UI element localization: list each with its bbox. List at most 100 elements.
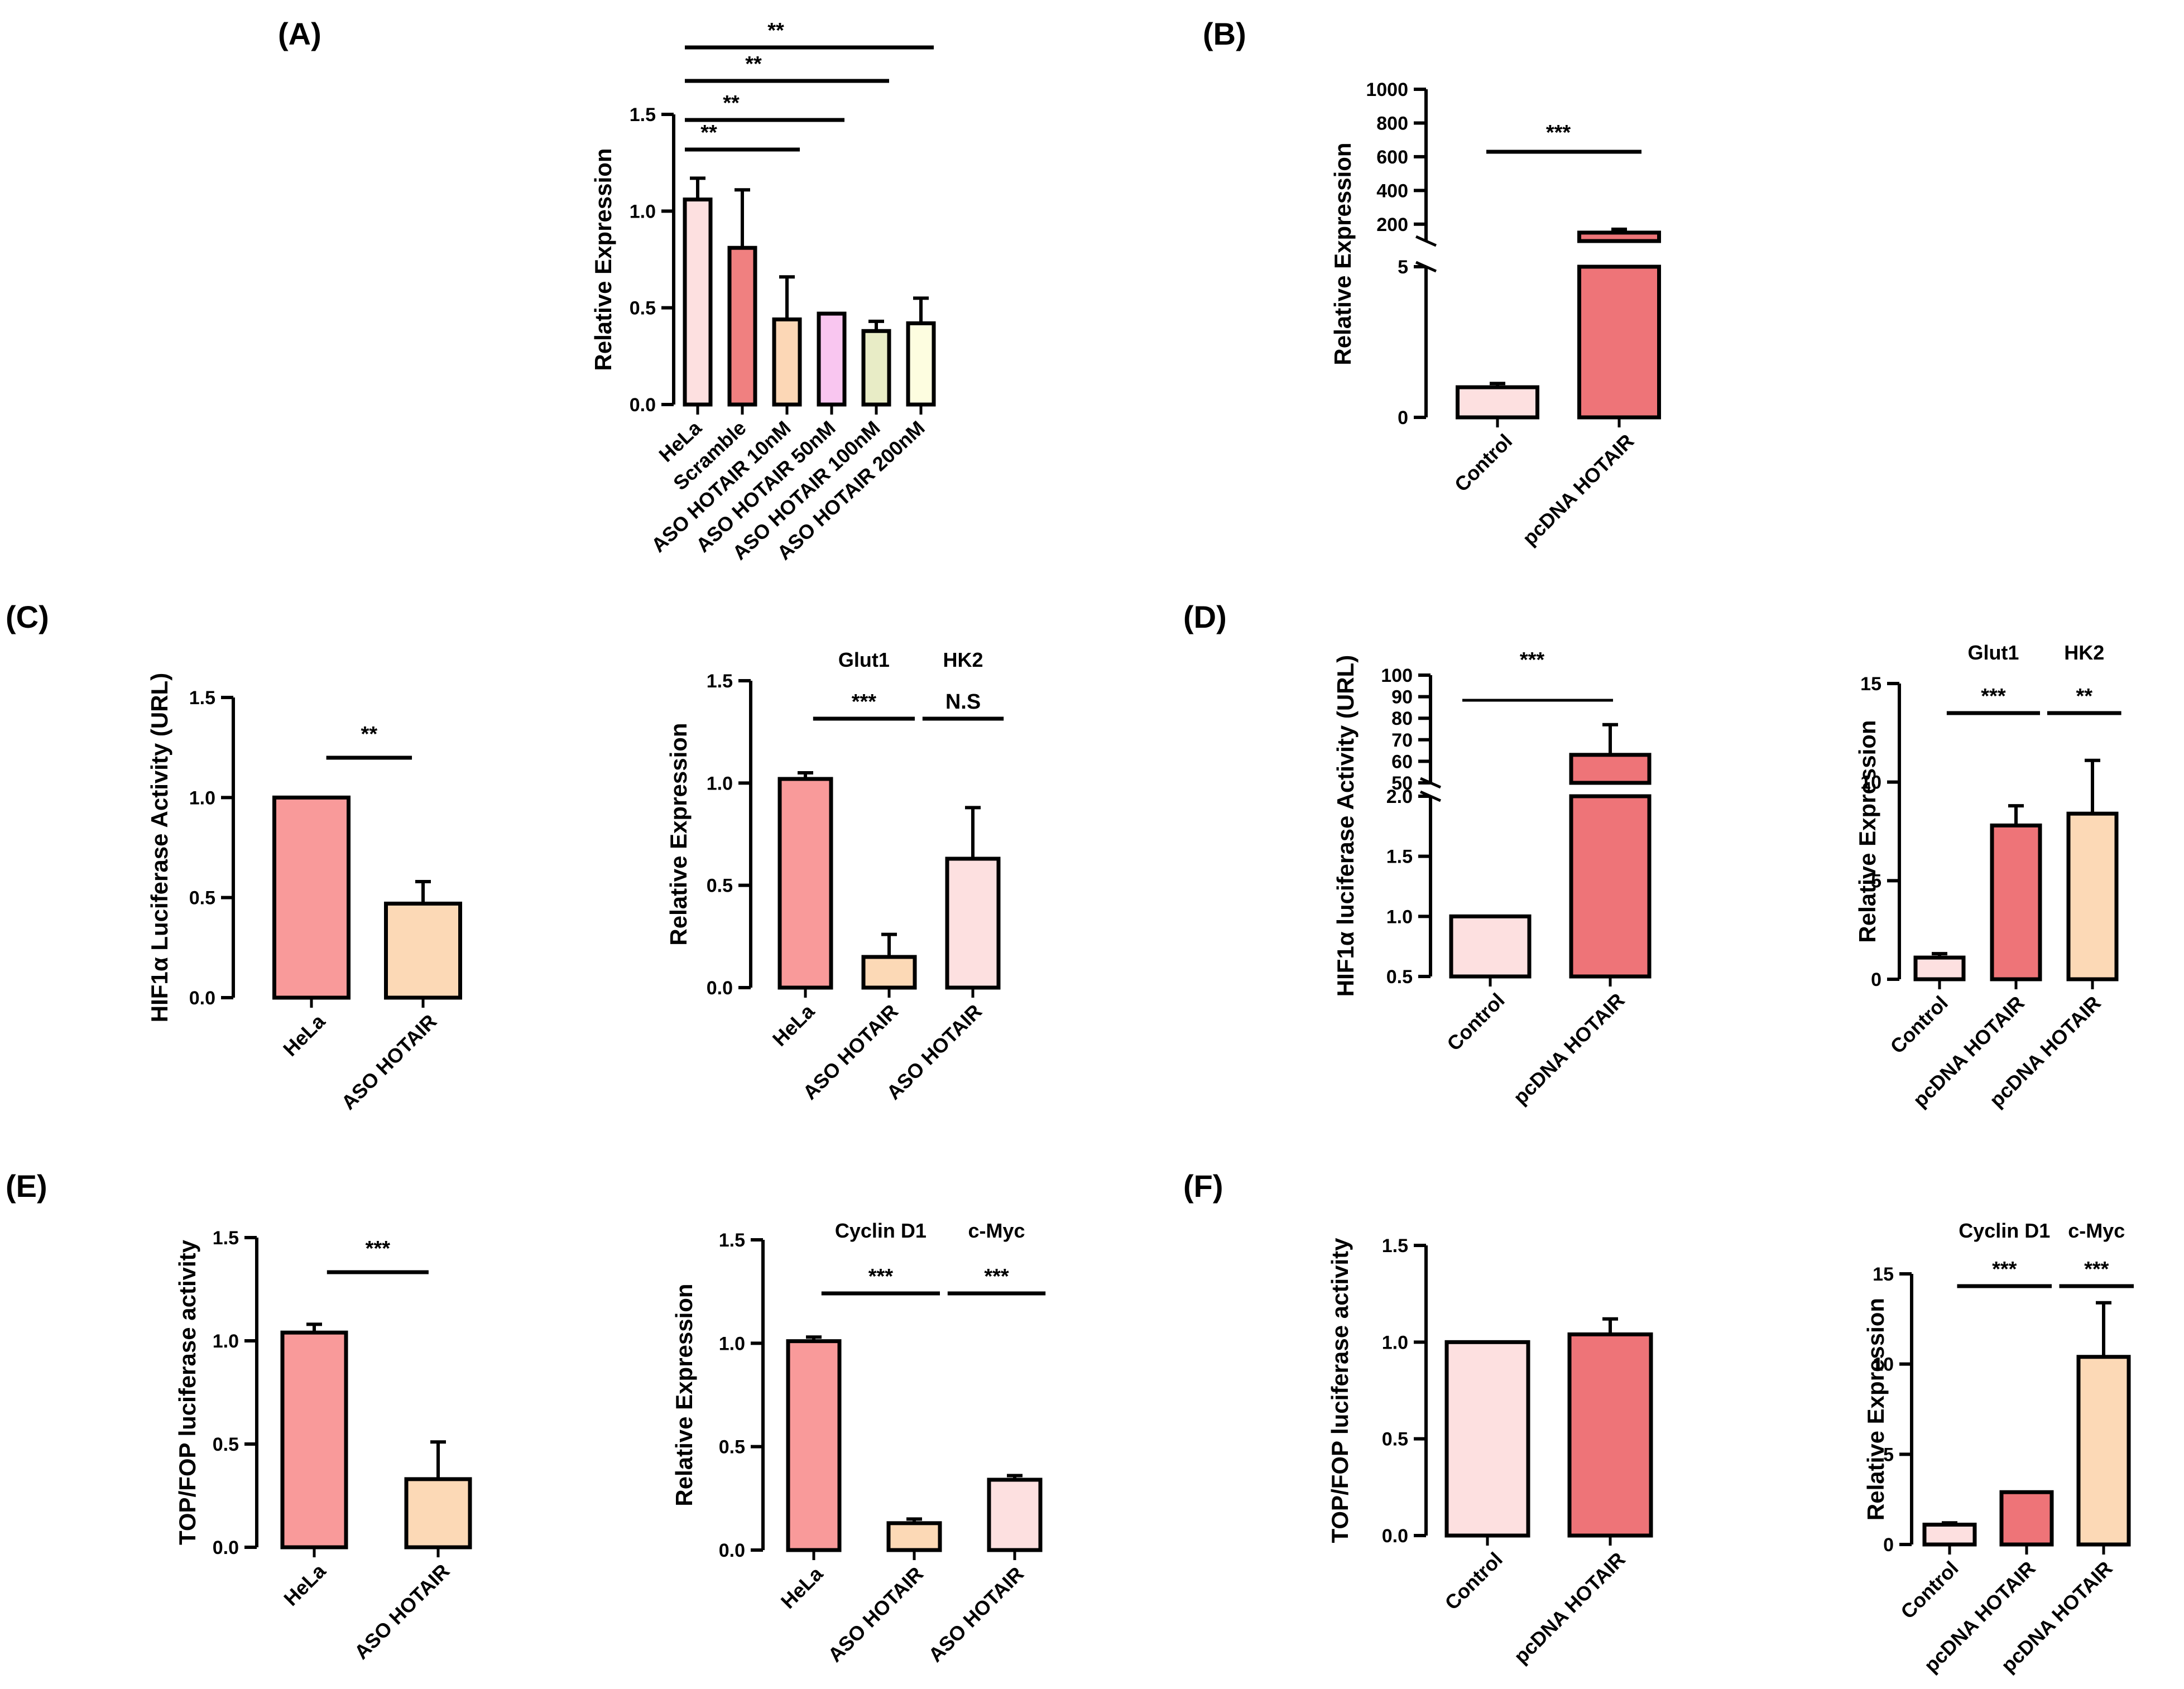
y-tick-label: 0.0 [719,1540,745,1561]
category-label: ASO HOTAIR [350,1560,454,1664]
y-tick-label: 0.5 [630,298,656,319]
gene-label: HK2 [943,648,983,671]
y-axis-label: Relative Expression [1854,720,1880,942]
significance-label: ** [723,92,740,115]
y-tick-label: 0.5 [1386,966,1413,988]
bar [1922,1522,1977,1547]
panel-label-f: (F) [1183,1168,1223,1204]
y-tick-label: 0 [1871,969,1881,990]
category-label: HeLa [768,999,819,1051]
bar [987,1478,1043,1552]
y-tick-label: 600 [1376,147,1408,168]
y-tick-label: 0.0 [213,1537,239,1558]
bar [945,856,1001,990]
y-tick-label: 90 [1391,687,1413,708]
bar [861,955,917,990]
panel-label-e: (E) [6,1168,47,1204]
y-tick-label: 5 [1398,257,1408,278]
y-tick-label: 10 [1860,772,1881,793]
gene-label: Cyclin D1 [1959,1219,2050,1242]
y-tick-label: 1.0 [213,1331,239,1352]
y-tick-label: 0.0 [630,394,656,416]
category-label: pcDNA HOTAIR [1509,1548,1630,1668]
y-tick-label: 1000 [1366,79,1408,100]
bar [777,777,833,990]
y-axis-label: Relative Expression [1329,142,1356,365]
y-tick-label: 400 [1376,180,1408,201]
y-tick-label: 1.5 [1386,846,1413,868]
bar [727,246,757,407]
significance-label: *** [2084,1258,2109,1281]
y-tick-label: 1.5 [719,1230,745,1251]
bar [1999,1490,2054,1547]
axis-break [1415,235,1437,247]
bar [404,1477,472,1550]
chart-f1: 0.0 0.5 1.0 1.5 TOP/FOP luciferase activity C… [1327,1235,1653,1668]
y-tick-label: 1.5 [189,687,215,709]
y-tick-label: 200 [1376,214,1408,235]
y-tick-label: 80 [1391,708,1413,729]
bar [906,321,936,407]
bar [1444,1340,1530,1538]
y-tick-label: 1.0 [719,1333,745,1354]
category-label: pcDNA HOTAIR [1518,430,1639,550]
gene-label: Glut1 [1967,641,2019,664]
bar [1456,385,1539,420]
y-axis-label: Relative Expression [665,723,692,945]
bar-upper [1569,753,1652,785]
chart-e1: 0.0 0.5 1.0 1.5 TOP/FOP luciferase activity H… [174,1228,472,1664]
y-tick-label: 0.5 [707,875,733,897]
panel-label-d: (D) [1183,599,1227,634]
y-tick-label: 15 [1860,673,1881,695]
y-tick-label: 0.5 [189,888,215,909]
bar [861,329,891,407]
y-tick-label: 15 [1873,1264,1894,1285]
bar [1449,914,1532,979]
bar-upper [1577,230,1661,243]
panel-label-c: (C) [6,599,49,634]
category-label: Control [1885,992,1952,1058]
bar [1913,955,1966,981]
y-tick-label: 2.0 [1386,786,1413,807]
y-tick-label: 60 [1391,751,1413,772]
significance-label: *** [366,1237,391,1260]
y-tick-label: 1.0 [707,773,733,794]
significance-label: *** [852,690,877,714]
significance-label: *** [1992,1258,2017,1281]
y-tick-label: 0 [1398,407,1408,429]
bar [272,795,351,1000]
y-tick-label: 0.0 [707,978,733,999]
y-axis-label: Relative Expression [590,148,616,370]
bar [1990,823,2042,981]
category-label: Control [1442,989,1509,1055]
panel-label-a: (A) [278,16,321,51]
significance-label: N.S [945,690,981,714]
y-tick-label: 1.0 [189,787,215,809]
bar [2076,1355,2131,1547]
gene-label: Glut1 [838,648,890,671]
bar [1569,794,1652,979]
significance-label: ** [361,723,378,746]
category-label: ASO HOTAIR [924,1562,1028,1667]
significance-label: *** [868,1265,894,1288]
y-tick-label: 0.5 [1382,1429,1408,1450]
y-tick-label: 1.0 [1386,906,1413,927]
gene-label: Cyclin D1 [835,1219,927,1242]
category-label: HeLa [279,1559,330,1610]
gene-label: c-Myc [2068,1219,2125,1242]
bar [1567,1332,1653,1538]
bar [786,1339,842,1552]
gene-label: c-Myc [968,1219,1025,1242]
y-axis-label: Relative Expression [671,1283,697,1506]
y-tick-label: 800 [1376,113,1408,134]
category-label: pcDNA HOTAIR [1509,989,1629,1109]
y-tick-label: 1.5 [213,1228,239,1249]
category-label: ASO HOTAIR [337,1010,441,1114]
y-axis-label: Relative Expression [1863,1298,1889,1520]
bar [817,311,847,407]
